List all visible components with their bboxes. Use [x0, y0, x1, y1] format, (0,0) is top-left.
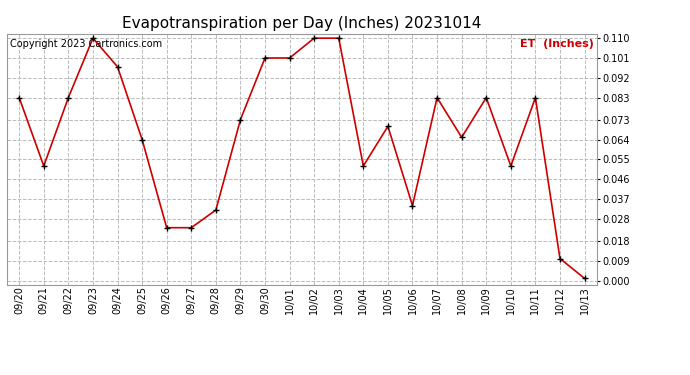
- Title: Evapotranspiration per Day (Inches) 20231014: Evapotranspiration per Day (Inches) 2023…: [122, 16, 482, 31]
- Text: Copyright 2023 Cartronics.com: Copyright 2023 Cartronics.com: [10, 39, 162, 49]
- Text: ET  (Inches): ET (Inches): [520, 39, 594, 49]
